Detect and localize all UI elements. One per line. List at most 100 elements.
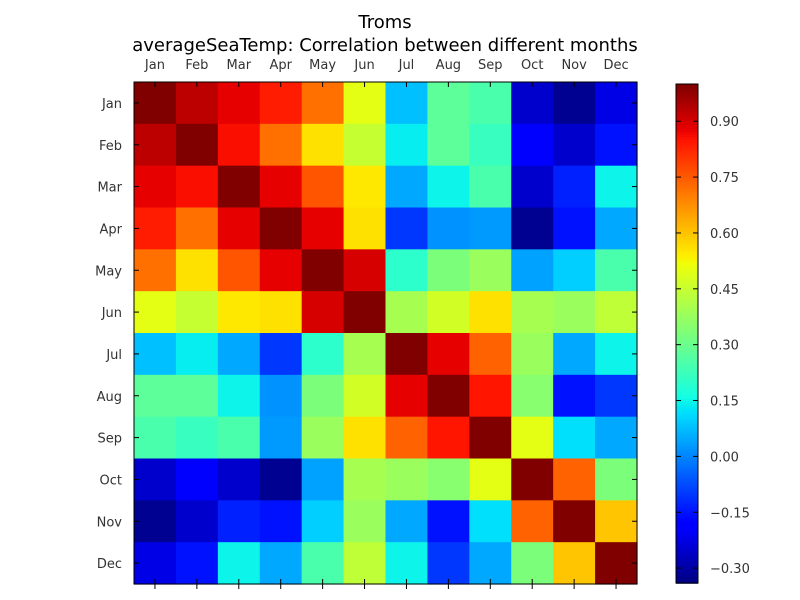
colorbar-tick-label: 0.00 [710,450,739,465]
y-tick-label: Dec [97,557,122,572]
colorbar-segment [676,535,698,539]
colorbar-segment [676,303,698,307]
colorbar-segment [676,241,698,245]
heatmap-cell [595,416,638,460]
heatmap-cell [469,165,512,209]
heatmap-cell [427,542,470,585]
colorbar-segment [676,448,698,452]
colorbar-segment [676,111,698,115]
y-tick-labels: Jan Feb Mar Apr May Jun Jul Aug Sep Oct Nov Dec [95,97,123,572]
heatmap-cell [343,207,387,250]
colorbar-segment [676,580,698,584]
heatmap-cell [259,458,303,501]
heatmap-cell [175,123,219,167]
colorbar-segment [676,498,698,502]
heatmap-cell [134,374,177,418]
colorbar-segment [676,525,698,529]
heatmap-cell [217,249,261,292]
colorbar-segment [676,420,698,425]
heatmap-cell [175,374,219,418]
heatmap-cell [301,542,345,585]
heatmap-cell [259,500,303,543]
colorbar-segment [676,101,698,105]
colorbar-segment [676,548,698,552]
heatmap-cell [385,416,429,460]
colorbar-segment [676,301,698,305]
colorbar-segment [676,563,698,567]
heatmap-cell [469,123,512,167]
colorbar-segment [676,458,698,462]
x-tick-label: Apr [269,58,292,73]
colorbar-segment [676,440,698,445]
colorbar-segment [676,338,698,342]
heatmap-cell [259,165,303,209]
heatmap-cell [469,500,512,543]
colorbar-segment [676,358,698,362]
heatmap-cell [595,333,638,376]
colorbar-segment [676,191,698,195]
heatmap-cell [553,207,596,250]
heatmap-cell [175,500,219,543]
heatmap-cell [511,165,554,209]
colorbar-segment [676,395,698,400]
heatmap-cell [595,291,638,334]
heatmap-cell [343,165,387,209]
colorbar-segment [676,453,698,457]
colorbar-segment [676,318,698,322]
heatmap-cell [553,291,596,334]
heatmap-cell [385,542,429,585]
colorbar-segment [676,278,698,282]
colorbar-segment [676,530,698,534]
colorbar-segment [676,256,698,260]
heatmap-cell [175,249,219,292]
colorbar-segment [676,323,698,327]
heatmap-cell [134,333,177,376]
heatmap-cell [175,291,219,334]
heatmap-cell [511,542,554,585]
heatmap-cell [595,374,638,418]
heatmap-cell [175,333,219,376]
colorbar-frame [675,83,699,584]
colorbar-segment [676,385,698,390]
heatmap-cell [385,291,429,334]
colorbar-segment [676,425,698,430]
heatmap-cell [595,207,638,250]
colorbar-segment [676,236,698,240]
colorbar-segment [676,313,698,317]
colorbar-segment [676,88,698,93]
colorbar-tick-label: 0.75 [710,171,739,186]
colorbar-segment [676,121,698,125]
heatmap-cell [511,416,554,460]
heatmap-cell [301,416,345,460]
heatmap-cell [427,207,470,250]
heatmap-cell [595,82,638,125]
colorbar-segment [676,465,698,470]
colorbar-tick-label: 0.45 [710,283,739,298]
heatmap-cell [134,82,177,125]
heatmap-cell [511,500,554,543]
heatmap-cell [469,207,512,250]
colorbar-segment [676,238,698,242]
colorbar-segment [676,470,698,475]
colorbar-segment [676,286,698,290]
colorbar-segment [676,433,698,437]
colorbar-segment [676,435,698,440]
heatmap-cell [427,374,470,418]
colorbar-segment [676,98,698,103]
colorbar-segment [676,393,698,397]
heatmap-cell [301,249,345,292]
heatmap-cell [385,374,429,418]
colorbar-segment [676,540,698,544]
heatmap-cell [427,500,470,543]
colorbar-segment [676,428,698,432]
colorbar-segment [676,86,698,90]
heatmap-cell [511,249,554,292]
heatmap-cell [553,542,596,585]
heatmap-cell [134,416,177,460]
x-tick-label: Jan [144,58,165,73]
colorbar-segment [676,296,698,300]
heatmap-cell [595,165,638,209]
colorbar-segment [676,336,698,340]
colorbar-segment [676,340,698,345]
